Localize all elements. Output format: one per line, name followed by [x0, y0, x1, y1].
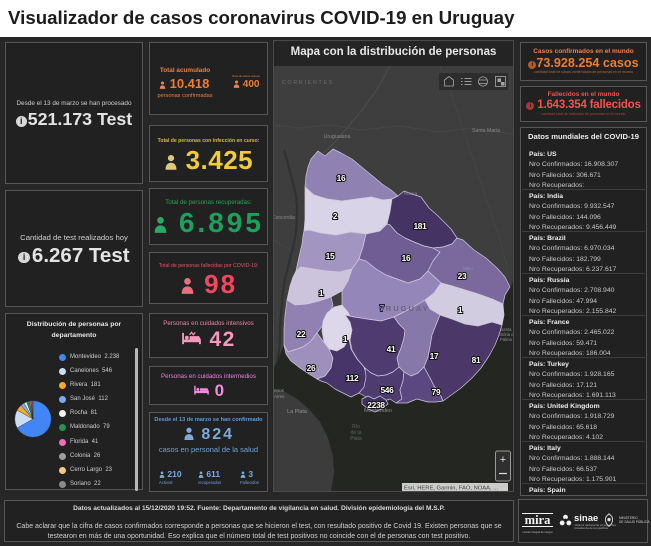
svg-text:Vitória d: Vitória d	[498, 332, 513, 337]
svg-text:16: 16	[337, 173, 346, 183]
svg-text:546: 546	[380, 385, 394, 395]
svg-text:Rivera: Rivera	[404, 191, 418, 196]
svg-text:Plata: Plata	[350, 436, 362, 442]
svg-text:7: 7	[380, 303, 385, 313]
svg-text:23: 23	[458, 271, 467, 281]
svg-text:Santa: Santa	[501, 327, 513, 332]
svg-text:La Plata: La Plata	[287, 409, 307, 415]
svg-text:Montevideo: Montevideo	[364, 408, 392, 414]
svg-text:1: 1	[319, 288, 324, 298]
svg-text:16: 16	[402, 253, 411, 263]
svg-text:41: 41	[387, 344, 396, 354]
svg-text:URUGUAY: URUGUAY	[378, 304, 429, 313]
svg-text:2: 2	[333, 211, 338, 221]
svg-text:22: 22	[297, 329, 306, 339]
svg-text:Uruguaiana: Uruguaiana	[324, 134, 351, 140]
svg-text:de la: de la	[351, 430, 362, 436]
svg-text:Palma: Palma	[500, 337, 513, 342]
svg-text:81: 81	[472, 355, 481, 365]
svg-text:26: 26	[307, 363, 316, 373]
svg-text:1: 1	[343, 334, 348, 344]
svg-text:112: 112	[346, 373, 359, 383]
svg-text:Esri, HERE, Garmin, FAO, NOAA,: Esri, HERE, Garmin, FAO, NOAA, ...	[404, 486, 498, 492]
svg-text:enos: enos	[274, 388, 285, 393]
svg-text:181: 181	[413, 221, 427, 231]
svg-text:17: 17	[430, 351, 439, 361]
svg-text:2238: 2238	[367, 400, 385, 410]
svg-text:+: +	[500, 454, 506, 466]
svg-text:1: 1	[458, 305, 463, 315]
svg-text:Melo: Melo	[463, 266, 473, 271]
svg-text:15: 15	[326, 251, 335, 261]
svg-text:Santa Maria: Santa Maria	[472, 128, 500, 134]
svg-text:Aires: Aires	[274, 394, 285, 399]
svg-text:CORRIENTES: CORRIENTES	[282, 80, 334, 86]
svg-text:79: 79	[432, 387, 441, 397]
svg-text:Concordia: Concordia	[274, 215, 295, 221]
svg-text:Río: Río	[352, 424, 360, 430]
